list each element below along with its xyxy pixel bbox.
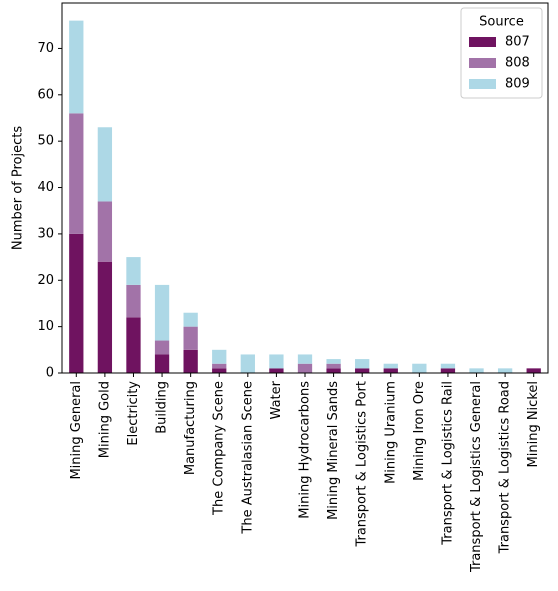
- x-tick-label: Transport & Logistics Road: [498, 381, 513, 554]
- bar-segment: [440, 363, 456, 369]
- y-tick-label: 70: [37, 41, 54, 56]
- bar-segment: [97, 127, 113, 202]
- bar-segment: [69, 113, 84, 234]
- x-tick-label: The Company Scene: [212, 381, 227, 516]
- y-tick-label: 40: [37, 180, 54, 195]
- bar-segment: [297, 354, 313, 364]
- x-tick-label: Mining Gold: [97, 381, 112, 458]
- bar-segment: [326, 368, 341, 373]
- bar-segment: [154, 354, 170, 373]
- bar-segment: [240, 354, 255, 373]
- x-tick-label: Mining General: [69, 381, 84, 480]
- bar-segment: [412, 363, 427, 373]
- x-tick-label: Water: [269, 380, 284, 419]
- x-tick-label: Mining Uranium: [383, 381, 398, 484]
- x-tick-label: Mining Nickel: [526, 381, 541, 467]
- legend-label: 808: [505, 56, 530, 71]
- legend-swatch: [469, 79, 496, 89]
- bar-segment: [355, 368, 370, 373]
- bar-segment: [154, 340, 170, 355]
- bar-segment: [97, 201, 113, 262]
- bar-segment: [355, 359, 370, 369]
- bar-segment: [183, 312, 198, 327]
- x-tick-label: Transport & Logistics Rail: [440, 381, 455, 546]
- x-tick-label: Electricity: [126, 381, 141, 446]
- y-tick-label: 10: [37, 319, 54, 334]
- y-axis-label: Number of Projects: [11, 126, 26, 250]
- bar-segment: [383, 363, 398, 369]
- y-tick-label: 0: [46, 366, 54, 381]
- bar-segment: [526, 368, 541, 373]
- bar-segment: [154, 284, 170, 341]
- y-tick-label: 50: [37, 134, 54, 149]
- bar-segment: [212, 363, 227, 369]
- bar-segment: [69, 20, 84, 114]
- legend-swatch: [469, 37, 496, 47]
- bar-segment: [497, 368, 513, 373]
- bar-segment: [126, 284, 141, 318]
- y-tick-label: 30: [37, 226, 54, 241]
- bar-segment: [183, 349, 198, 373]
- bar-segment: [69, 233, 84, 373]
- bar-segment: [212, 349, 227, 364]
- legend-box: [460, 7, 543, 99]
- x-tick-label: The Australasian Scene: [240, 381, 255, 535]
- legend-swatch: [469, 58, 496, 68]
- x-tick-label: Mining Hydrocarbons: [298, 381, 313, 519]
- bar-segment: [326, 363, 341, 369]
- plot-frame: [61, 2, 549, 374]
- bar-segment: [440, 368, 456, 373]
- bar-segment: [126, 317, 141, 373]
- legend-label: 809: [505, 77, 530, 92]
- bar-segment: [212, 368, 227, 373]
- x-tick-label: Transport & Logistics Port: [355, 381, 370, 548]
- bar-segment: [326, 359, 341, 364]
- x-tick-label: Manufacturing: [183, 381, 198, 475]
- x-tick-label: Mining Mineral Sands: [326, 381, 341, 520]
- bar-segment: [183, 326, 198, 350]
- bar-segment: [297, 363, 313, 373]
- legend-label: 807: [505, 35, 530, 50]
- bar-segment: [469, 368, 484, 373]
- bar-segment: [269, 354, 284, 369]
- bar-segment: [383, 368, 398, 373]
- bar-segment: [126, 257, 141, 285]
- bar-segment: [97, 261, 113, 373]
- bar-segment: [269, 368, 284, 373]
- x-tick-label: Transport & Logistics General: [469, 381, 484, 573]
- y-tick-label: 20: [37, 273, 54, 288]
- y-tick-label: 60: [37, 87, 54, 102]
- x-tick-label: Building: [155, 381, 170, 434]
- x-tick-label: Mining Iron Ore: [412, 381, 427, 481]
- legend-title: Source: [479, 15, 524, 30]
